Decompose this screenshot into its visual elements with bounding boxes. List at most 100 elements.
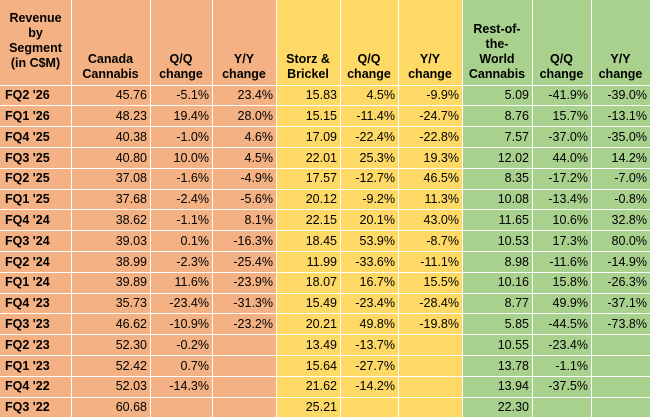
table-cell: -0.2% [150,334,212,356]
table-cell: -39.0% [591,85,650,106]
table-cell: 11.99 [276,251,340,273]
row-divider [0,292,650,294]
header-line: Segment [9,41,62,55]
header-line: Canada [87,52,134,66]
table-cell: -37.0% [532,126,591,148]
table-cell: -8.7% [398,230,462,252]
header-line: Y/Y [233,52,255,66]
table-cell: -31.3% [212,293,276,314]
table-cell: 12.02 [462,147,532,169]
table-cell: 18.45 [276,230,340,252]
column-divider [339,0,341,418]
header-text: Y/Y change [222,52,266,82]
table-cell: -17.2% [532,168,591,189]
canada-yy-header: Y/Y change [212,0,276,85]
row-divider [0,313,650,315]
table-cell: -23.4% [532,334,591,356]
header-text: Q/Q change [540,52,584,82]
table-cell [398,334,462,356]
table-cell: 18.07 [276,272,340,293]
table-cell: -22.4% [340,126,398,148]
row-divider [0,334,650,336]
table-cell [212,376,276,397]
table-cell: 13.94 [462,376,532,397]
table-cell: 10.08 [462,189,532,210]
table-cell: 32.8% [591,209,650,231]
table-cell [398,355,462,377]
table-cell: 35.73 [71,293,150,314]
table-cell: -9.2% [340,189,398,210]
table-cell: -5.6% [212,189,276,210]
table-cell [340,397,398,418]
table-cell: 8.1% [212,209,276,231]
header-line: the- [485,37,509,51]
header-line: change [347,67,391,81]
table-cell: -14.3% [150,376,212,397]
table-cell: 10.53 [462,230,532,252]
table-cell: 46.62 [71,313,150,335]
table-cell: -14.9% [591,251,650,273]
table-cell: -23.2% [212,313,276,335]
table-cell: 22.15 [276,209,340,231]
quarter-label: FQ4 '23 [0,293,71,314]
table-cell: 28.0% [212,105,276,127]
table-cell: 22.30 [462,397,532,418]
row-divider [0,396,650,398]
table-cell: -4.9% [212,168,276,189]
column-divider [149,0,151,418]
table-cell [591,376,650,397]
table-cell [212,334,276,356]
row-divider [0,354,650,356]
header-line: Cannabis [468,67,526,81]
row-divider [0,146,650,148]
table-cell: 15.15 [276,105,340,127]
table-cell [398,397,462,418]
table-cell: 52.30 [71,334,150,356]
table-cell: 19.3% [398,147,462,169]
table-cell: -1.1% [150,209,212,231]
header-text: Canada Cannabis [82,52,138,82]
header-text: Revenue by Segment (in C$M) [9,11,62,71]
table-cell: 17.57 [276,168,340,189]
table-cell: -44.5% [532,313,591,335]
table-cell: 17.3% [532,230,591,252]
table-cell: 16.7% [340,272,398,293]
table-cell: 20.1% [340,209,398,231]
table-cell: 4.6% [212,126,276,148]
table-cell: 38.99 [71,251,150,273]
table-cell: 11.65 [462,209,532,231]
table-cell: -23.4% [150,293,212,314]
table-cell: 22.01 [276,147,340,169]
table-cell: -26.3% [591,272,650,293]
header-line: change [539,67,584,81]
table-cell: -0.8% [591,189,650,210]
table-cell: -23.9% [212,272,276,293]
segment-label-header: Revenue by Segment (in C$M) [0,0,71,85]
quarter-label: FQ3 '25 [0,147,71,169]
table-cell [398,376,462,397]
header-line: Rest-of- [473,22,521,36]
header-line: change [598,67,643,81]
table-cell: 37.08 [71,168,150,189]
row-divider [0,230,650,232]
storz-qq-header: Q/Q change [340,0,398,85]
quarter-label: FQ4 '22 [0,376,71,397]
table-cell: 52.03 [71,376,150,397]
table-cell: 13.49 [276,334,340,356]
header-text: Rest-of-the- World Cannabis [469,22,525,82]
table-cell: -24.7% [398,105,462,127]
header-line: Q/Q [169,52,193,66]
table-cell: 10.55 [462,334,532,356]
table-cell: 21.62 [276,376,340,397]
column-divider [531,0,533,418]
table-cell [532,397,591,418]
quarter-label: FQ3 '23 [0,313,71,335]
row-divider [0,126,650,128]
table-cell: 13.78 [462,355,532,377]
header-text: Y/Y change [408,52,452,82]
table-cell: 14.2% [591,147,650,169]
table-cell: 40.38 [71,126,150,148]
table-cell: -73.8% [591,313,650,335]
table-cell: 0.7% [150,355,212,377]
row-divider [0,105,650,107]
